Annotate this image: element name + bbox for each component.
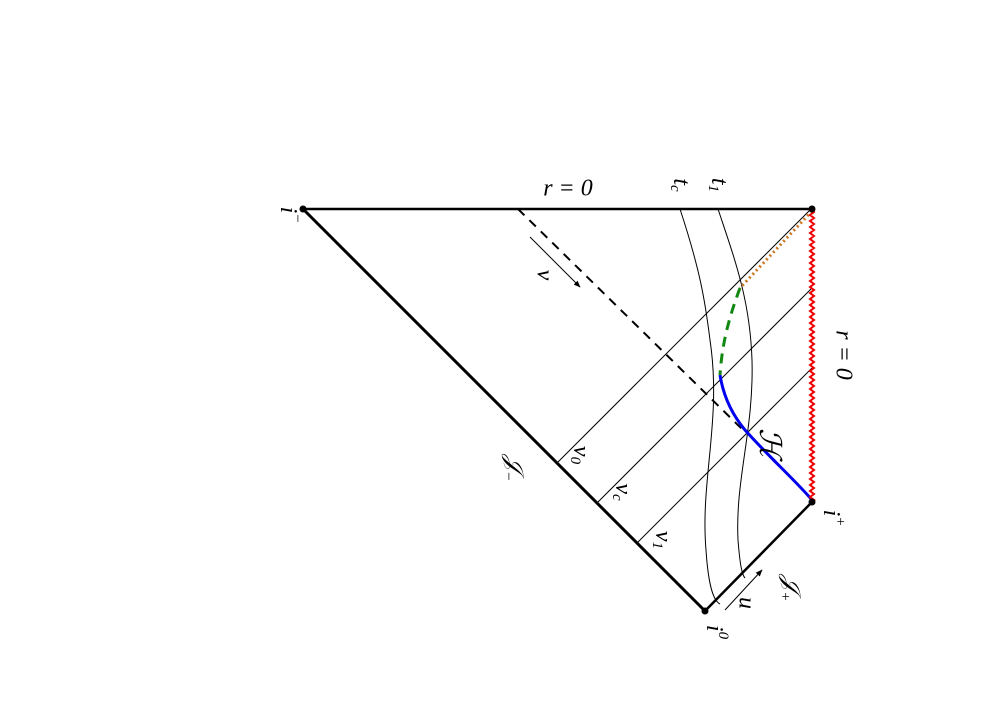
singularity [808,208,816,503]
label: i− [275,207,304,224]
u-arrow [724,569,763,611]
scri-minus-line [301,207,707,613]
dot [808,205,816,213]
vc-line [596,287,813,504]
v0-line [556,207,813,464]
label: r = 0 [543,176,593,202]
label: 𝒥+ [777,574,805,602]
v1-line [636,367,813,544]
t1-curve [717,208,753,579]
label: t1 [705,178,733,192]
label: i+ [818,510,847,527]
label: ℋ [753,428,786,462]
dot [701,607,709,615]
label: u [733,597,759,609]
label: i0 [701,625,730,640]
dot [299,205,307,213]
tc-curve [679,208,721,605]
label: v1 [649,531,677,549]
scri-plus-line [704,501,813,612]
label: v [531,270,557,281]
label: tc [667,178,695,192]
label: vc [609,483,637,501]
label: 𝒥− [500,454,528,482]
orange-dotted [738,209,814,290]
green-dashed [718,287,742,376]
dot [808,498,816,506]
blue-horizon [718,374,814,501]
v-arrow [529,236,581,288]
dashed-horizon [517,208,746,433]
label: r = 0 [830,330,856,380]
label: v0 [567,446,595,465]
